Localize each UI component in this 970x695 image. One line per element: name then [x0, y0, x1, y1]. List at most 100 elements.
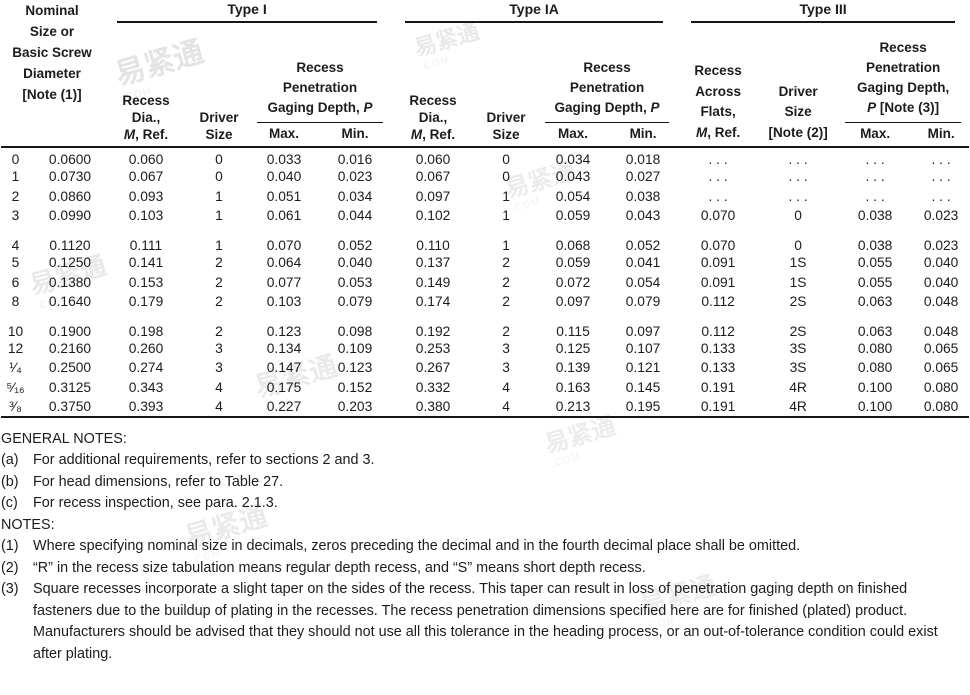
value-cell: 0.133	[700, 340, 736, 356]
value-cell: . . .	[788, 152, 808, 167]
table-row: 12 0.2160 0.260 3 0.134 0.109 0.253 3 0.125 0.107…	[1, 339, 969, 359]
note-text: For additional requirements, refer to se…	[33, 452, 375, 469]
value-cell: 1	[502, 188, 510, 204]
value-cell: 0.023	[923, 237, 959, 253]
value-cell: . . .	[788, 169, 808, 185]
value-cell: 0.044	[337, 208, 373, 224]
value-cell: 0.070	[700, 208, 736, 224]
value-cell: 0.107	[625, 340, 661, 356]
nominal-size-cell: 3	[11, 208, 20, 224]
value-cell: 1	[215, 208, 223, 224]
value-cell: 0.152	[337, 380, 373, 396]
value-cell: 0.0730	[48, 169, 92, 185]
value-cell: 0.065	[923, 360, 959, 376]
value-cell: 0.139	[555, 360, 591, 376]
nominal-size-header: Nominal Size or Basic Screw Diameter [No…	[1, 0, 103, 147]
value-cell: 0.079	[625, 294, 661, 310]
value-cell: 0.1900	[48, 323, 92, 339]
value-cell: 0.054	[625, 274, 661, 290]
value-cell: 0.055	[857, 274, 893, 290]
value-cell: 0	[215, 169, 223, 185]
type3-driver-size-header: Driver Size [Note (2)]	[768, 83, 828, 140]
value-cell: 0.112	[701, 323, 735, 339]
nominal-size-cell: 0	[11, 152, 20, 167]
type3-recess-flats-header: Recess Across Flats, M, Ref.	[694, 63, 742, 140]
value-cell: 0.061	[266, 208, 302, 224]
note-marker: (1)	[1, 538, 19, 555]
value-cell: 0.115	[556, 323, 590, 339]
value-cell: 0.060	[128, 152, 164, 167]
value-cell: 0.149	[415, 274, 451, 290]
type1-group-header: Type I	[103, 0, 391, 34]
value-cell: 3	[502, 360, 510, 376]
value-cell: 0.052	[337, 237, 373, 253]
value-cell: 0.134	[266, 340, 302, 356]
value-cell: 0.274	[128, 360, 164, 376]
value-cell: 0.380	[415, 399, 451, 415]
value-cell: . . .	[708, 188, 728, 204]
table-row-group: 10 0.1900 0.198 2 0.123 0.098 0.192 2 0.115 0.097…	[1, 312, 969, 417]
value-cell: 0.192	[415, 323, 451, 339]
value-cell: 0.068	[555, 237, 591, 253]
table-row: 4 0.1120 0.111 1 0.070 0.052 0.110 1 0.068 0.052 0…	[1, 226, 969, 253]
value-cell: 0.038	[857, 237, 893, 253]
value-cell: 0.067	[415, 169, 451, 185]
table-row: 8 0.1640 0.179 2 0.103 0.079 0.174 2 0.097 0.079 0…	[1, 292, 969, 312]
value-cell: 0.174	[415, 294, 451, 310]
value-cell: 1S	[789, 274, 807, 290]
value-cell: 0.103	[266, 294, 302, 310]
value-cell: 0.051	[266, 188, 302, 204]
value-cell: 0.080	[857, 360, 893, 376]
value-cell: 4	[215, 380, 223, 396]
dimension-table: Nominal Size or Basic Screw Diameter [No…	[1, 0, 970, 418]
value-cell: 0.110	[416, 237, 450, 253]
value-cell: . . .	[865, 169, 885, 185]
nominal-size-cell: ³⁄₈	[9, 399, 22, 415]
value-cell: 0.112	[701, 294, 735, 310]
value-cell: 1	[502, 208, 510, 224]
note-marker: (3)	[1, 581, 19, 598]
nominal-size-cell: 2	[11, 188, 20, 204]
value-cell: 0	[502, 152, 510, 167]
value-cell: 0.3750	[48, 399, 92, 415]
table-row: 1 0.0730 0.067 0 0.040 0.023 0.067 0 0.043 0.027.…	[1, 167, 969, 187]
value-cell: 0.111	[129, 237, 163, 253]
value-cell: . . .	[931, 152, 951, 167]
value-cell: 2	[215, 294, 223, 310]
notes-title: NOTES:	[1, 516, 55, 533]
nominal-size-cell: 10	[7, 323, 24, 339]
value-cell: 1	[215, 188, 223, 204]
value-cell: 0.080	[857, 340, 893, 356]
value-cell: 0.100	[857, 380, 893, 396]
value-cell: 1	[215, 237, 223, 253]
nominal-size-cell: 6	[11, 274, 20, 290]
value-cell: 0.043	[555, 169, 591, 185]
value-cell: 0.098	[337, 323, 373, 339]
value-cell: 2	[215, 323, 223, 339]
table-row: ⁵⁄₁₆ 0.3125 0.343 4 0.175 0.152 0.332 4 0.163 0.1…	[1, 378, 969, 398]
value-cell: 0.077	[266, 274, 302, 290]
value-cell: 1S	[789, 255, 807, 271]
value-cell: 0.080	[923, 399, 959, 415]
notes-section: GENERAL NOTES: (a) For additional requir…	[1, 429, 969, 666]
value-cell: 0.059	[555, 255, 591, 271]
note-3: (3) Square recesses incorporate a slight…	[1, 579, 969, 665]
value-cell: 0.1120	[49, 237, 91, 253]
value-cell: 0.393	[128, 399, 164, 415]
value-cell: 0.179	[128, 294, 164, 310]
type1a-max-header: Max.	[558, 126, 589, 141]
value-cell: 0.016	[337, 152, 373, 167]
value-cell: 0.097	[625, 323, 661, 339]
value-cell: 0.053	[337, 274, 373, 290]
value-cell: 0	[794, 237, 802, 253]
value-cell: 0.175	[266, 380, 302, 396]
value-cell: 0.0600	[48, 152, 92, 167]
value-cell: 0.141	[128, 255, 164, 271]
value-cell: 3S	[789, 360, 807, 376]
value-cell: 0.040	[923, 255, 959, 271]
value-cell: 2	[502, 274, 510, 290]
value-cell: 0.055	[857, 255, 893, 271]
type3-group-header: Type III	[677, 0, 969, 34]
value-cell: 0.1640	[48, 294, 92, 310]
document-page: Nominal Size or Basic Screw Diameter [No…	[1, 0, 970, 666]
